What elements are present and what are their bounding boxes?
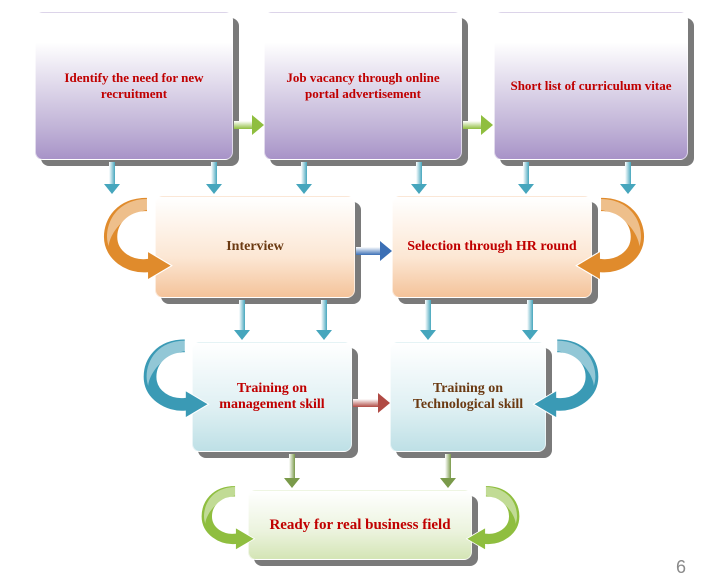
arrow-need-vacancy [234, 118, 264, 132]
swirl-arrow-1 [560, 190, 650, 285]
node-vacancy: Job vacancy through online portal advert… [264, 12, 462, 160]
node-tech-label: Training on Technological skill [405, 381, 531, 413]
arrow-mgmt-tech [353, 396, 390, 410]
down-arrow-10 [288, 454, 296, 488]
node-need: Identify the need for new recruitment [35, 12, 233, 160]
node-shortlist-label: Short list of curriculum vitae [510, 78, 671, 94]
swirl-arrow-2 [138, 332, 224, 423]
node-interview-label: Interview [226, 239, 284, 255]
node-mgmt-label: Training on management skill [207, 381, 337, 413]
node-ready-label: Ready for real business field [269, 517, 450, 534]
down-arrow-2 [300, 162, 308, 194]
flowchart-canvas: Identify the need for new recruitment Job… [0, 0, 704, 584]
down-arrow-1 [210, 162, 218, 194]
swirl-arrow-4 [195, 480, 269, 555]
page-number: 6 [676, 557, 686, 578]
node-ready: Ready for real business field [248, 490, 472, 560]
swirl-arrow-0 [98, 190, 188, 285]
down-arrow-8 [424, 300, 432, 340]
down-arrow-3 [415, 162, 423, 194]
node-shortlist: Short list of curriculum vitae [494, 12, 688, 160]
node-hr-label: Selection through HR round [407, 239, 576, 255]
down-arrow-7 [320, 300, 328, 340]
down-arrow-11 [444, 454, 452, 488]
node-need-label: Identify the need for new recruitment [50, 70, 218, 102]
node-vacancy-label: Job vacancy through online portal advert… [279, 70, 447, 102]
down-arrow-6 [238, 300, 246, 340]
swirl-arrow-5 [452, 480, 526, 555]
down-arrow-4 [522, 162, 530, 194]
swirl-arrow-3 [518, 332, 604, 423]
arrow-interview-hr [356, 244, 392, 258]
arrow-vacancy-shortlist [463, 118, 493, 132]
